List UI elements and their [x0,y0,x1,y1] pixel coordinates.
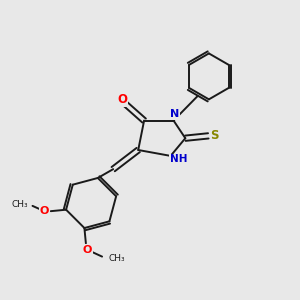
Text: S: S [211,129,219,142]
Text: O: O [117,93,127,106]
Text: NH: NH [170,154,188,164]
Text: O: O [83,245,92,255]
Text: CH₃: CH₃ [11,200,28,209]
Text: O: O [40,206,49,216]
Text: CH₃: CH₃ [109,254,125,262]
Text: N: N [170,109,179,119]
